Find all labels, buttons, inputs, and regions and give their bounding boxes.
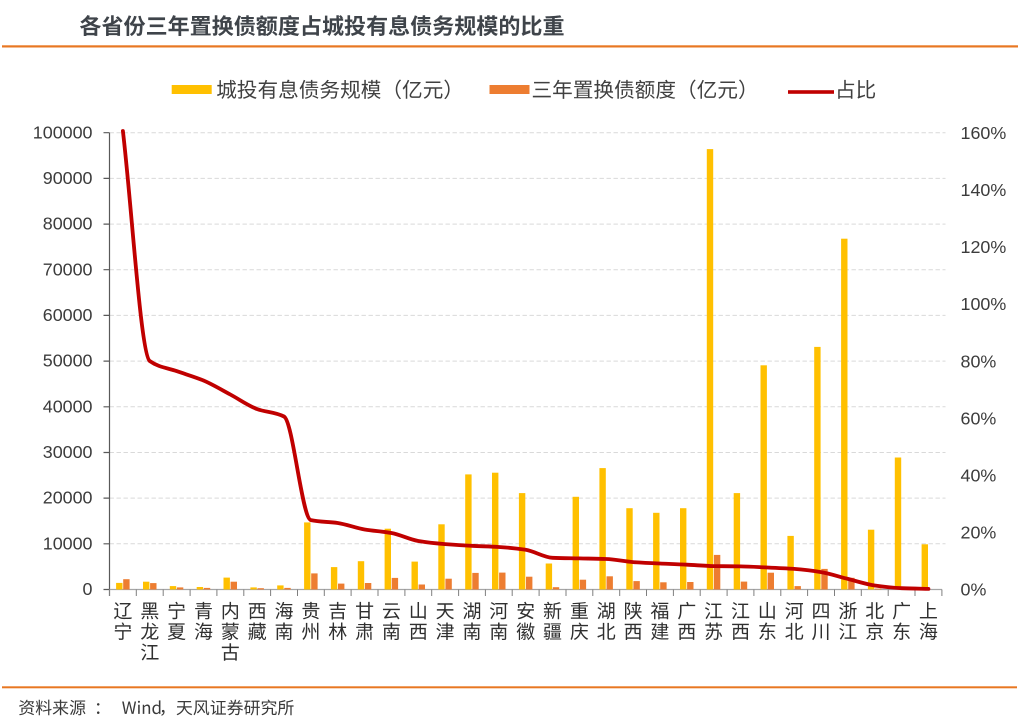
svg-text:30000: 30000 [43,442,93,462]
svg-text:50000: 50000 [43,351,93,371]
svg-text:10000: 10000 [43,533,93,553]
svg-text:160%: 160% [961,123,1007,143]
svg-text:120%: 120% [961,237,1007,257]
svg-text:20000: 20000 [43,488,93,508]
svg-text:100%: 100% [961,294,1007,314]
svg-text:0%: 0% [961,580,987,600]
svg-text:60000: 60000 [43,305,93,325]
svg-text:140%: 140% [961,180,1007,200]
svg-text:20%: 20% [961,523,997,543]
svg-text:100000: 100000 [33,122,93,142]
svg-text:40%: 40% [961,466,997,486]
svg-text:80000: 80000 [43,214,93,234]
svg-text:90000: 90000 [43,168,93,188]
svg-text:80%: 80% [961,351,997,371]
svg-text:40000: 40000 [43,396,93,416]
svg-text:0: 0 [83,579,93,599]
svg-text:70000: 70000 [43,259,93,279]
svg-text:60%: 60% [961,408,997,428]
